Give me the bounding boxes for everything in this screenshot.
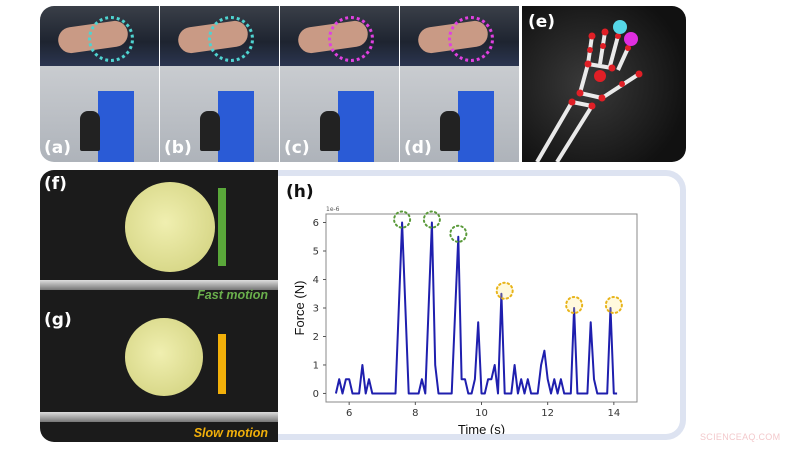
y-tick-label: 2 xyxy=(313,332,319,343)
arrow-slow-icon xyxy=(218,334,226,394)
ball-g xyxy=(125,318,203,396)
panel-c: (c) xyxy=(280,6,399,162)
peak-marker-fast xyxy=(449,224,468,243)
x-tick-label: 14 xyxy=(607,408,620,419)
x-tick-label: 10 xyxy=(475,408,488,419)
arrow-fast-icon xyxy=(218,188,226,266)
marker-ring-d xyxy=(448,16,494,62)
x-tick-label: 12 xyxy=(541,408,554,419)
y-tick-label: 0 xyxy=(313,389,319,400)
panels-f-g: Fast motion (f) Slow motion (g) xyxy=(40,170,278,442)
y-tick-label: 5 xyxy=(313,247,319,258)
glass-rail-f xyxy=(40,280,278,290)
y-tick-label: 6 xyxy=(313,218,319,229)
peak-marker-fast xyxy=(393,210,412,229)
panel-label-h: (h) xyxy=(286,182,314,202)
x-tick-label: 8 xyxy=(412,408,418,419)
peak-marker-slow xyxy=(495,281,514,300)
panel-label-b: (b) xyxy=(164,138,192,158)
peak-marker-slow xyxy=(565,296,584,314)
ball-f xyxy=(125,182,215,272)
panel-label-g: (g) xyxy=(44,310,72,330)
panel-label-a: (a) xyxy=(44,138,72,158)
hand-skeleton-icon xyxy=(535,20,643,162)
force-series-line xyxy=(334,221,618,395)
y-tick-label: 3 xyxy=(313,304,319,315)
y-tick-label: 1 xyxy=(313,360,319,371)
panel-a: (a) xyxy=(40,6,159,162)
peak-marker-fast xyxy=(422,210,441,229)
panel-label-d: (d) xyxy=(404,138,432,158)
marker-ring-c xyxy=(328,16,374,62)
peak-marker-slow xyxy=(604,296,623,314)
panels-a-d: (a) (b) (c) (d) xyxy=(40,6,520,162)
y-scale-note: 1e-6 xyxy=(326,206,340,213)
panel-label-e: (e) xyxy=(528,12,556,32)
marker-ring-b xyxy=(208,16,254,62)
watermark: SCIENCEAQ.COM xyxy=(700,432,781,442)
caption-slow-motion: Slow motion xyxy=(193,426,268,440)
y-axis-label: Force (N) xyxy=(292,281,307,336)
glass-rail-g xyxy=(40,412,278,422)
x-axis-label: Time (s) xyxy=(458,422,505,437)
panel-e: (e) xyxy=(522,6,686,162)
y-tick-label: 4 xyxy=(313,275,319,286)
caption-fast-motion: Fast motion xyxy=(197,288,268,302)
panel-label-c: (c) xyxy=(284,138,310,158)
x-tick-label: 6 xyxy=(346,408,352,419)
panel-h: (h) 6 8 10 12 14 0 1 2 3 4 5 6 1e-6 Time (s) Force (N) xyxy=(278,170,686,440)
panel-label-f: (f) xyxy=(44,174,67,194)
panel-d: (d) xyxy=(400,6,519,162)
panel-b: (b) xyxy=(160,6,279,162)
marker-ring-a xyxy=(88,16,134,62)
